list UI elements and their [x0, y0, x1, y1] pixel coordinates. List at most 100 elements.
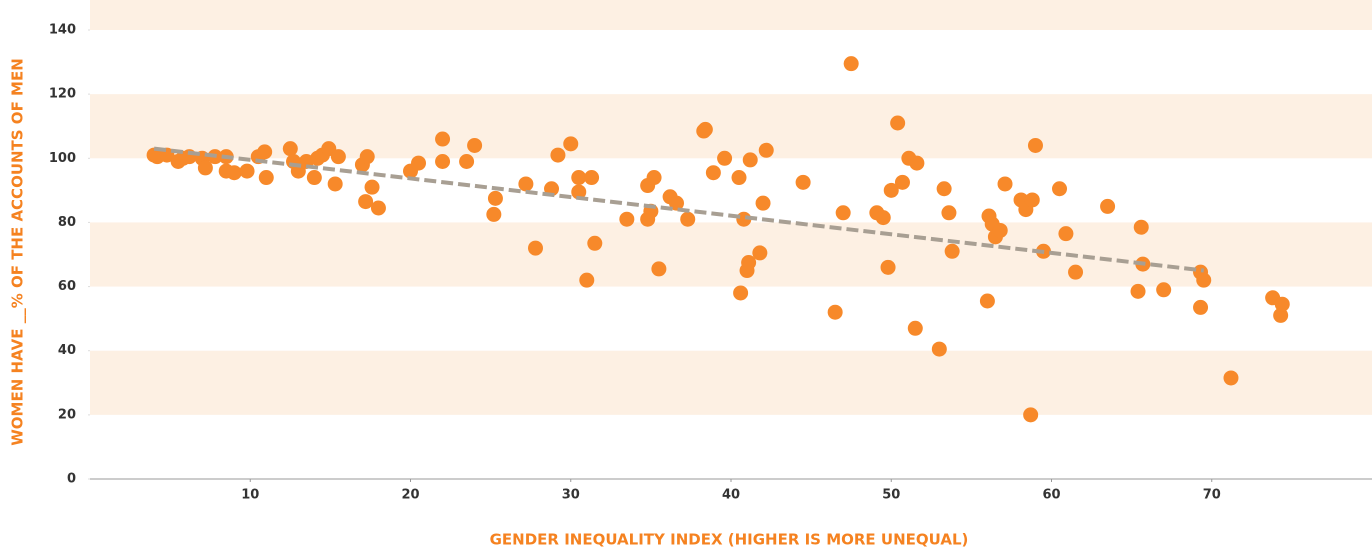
- point: [733, 285, 749, 301]
- point: [327, 176, 343, 192]
- x-tick-label: 60: [1042, 488, 1060, 503]
- point: [717, 150, 733, 166]
- point: [755, 195, 771, 211]
- point: [459, 153, 475, 169]
- point: [883, 182, 899, 198]
- point: [835, 205, 851, 221]
- point: [486, 206, 502, 222]
- y-tick-label: 140: [49, 23, 76, 38]
- point: [579, 272, 595, 288]
- point: [651, 261, 667, 277]
- point: [197, 160, 213, 176]
- point: [944, 243, 960, 259]
- x-tick-label: 30: [562, 488, 580, 503]
- point: [941, 205, 957, 221]
- x-tick-label: 70: [1203, 488, 1221, 503]
- point: [909, 155, 925, 171]
- point: [1100, 198, 1116, 214]
- point: [1068, 264, 1084, 280]
- y-axis-title: WOMEN HAVE __% OF THE ACCOUNTS OF MEN: [9, 58, 27, 446]
- point: [571, 170, 587, 186]
- point: [435, 153, 451, 169]
- point: [239, 163, 255, 179]
- point: [1052, 181, 1068, 197]
- point: [467, 137, 483, 153]
- point: [795, 174, 811, 190]
- point: [1130, 283, 1146, 299]
- point: [226, 165, 242, 181]
- point: [1274, 296, 1290, 312]
- point: [742, 152, 758, 168]
- point: [646, 170, 662, 186]
- point: [705, 165, 721, 181]
- point: [875, 210, 891, 226]
- point: [931, 341, 947, 357]
- x-tick-label: 10: [241, 488, 259, 503]
- y-tick-label: 80: [58, 215, 76, 230]
- point: [518, 176, 534, 192]
- point: [752, 245, 768, 261]
- y-tick-label: 100: [49, 151, 76, 166]
- point: [1024, 192, 1040, 208]
- point: [258, 170, 274, 186]
- point: [843, 56, 859, 72]
- point: [890, 115, 906, 131]
- y-tick-label: 0: [67, 472, 76, 487]
- plot-background: [90, 0, 1372, 479]
- point: [563, 136, 579, 152]
- point: [731, 170, 747, 186]
- point: [936, 181, 952, 197]
- point: [306, 170, 322, 186]
- point: [758, 142, 774, 158]
- point: [1156, 282, 1172, 298]
- point: [487, 190, 503, 206]
- point: [1193, 299, 1209, 315]
- band: [90, 286, 1372, 351]
- point: [894, 174, 910, 190]
- point: [907, 320, 923, 336]
- point: [435, 131, 451, 147]
- point: [587, 235, 603, 251]
- point: [1196, 272, 1212, 288]
- band: [90, 414, 1372, 479]
- y-tick-label: 60: [58, 279, 76, 294]
- point: [584, 170, 600, 186]
- point: [741, 255, 757, 271]
- point: [827, 304, 843, 320]
- x-axis-title: GENDER INEQUALITY INDEX (HIGHER IS MORE …: [490, 531, 969, 549]
- point: [992, 222, 1008, 238]
- point: [1027, 137, 1043, 153]
- point: [364, 179, 380, 195]
- point: [527, 240, 543, 256]
- x-tick-label: 40: [722, 488, 740, 503]
- point: [1023, 407, 1039, 423]
- point: [880, 259, 896, 275]
- point: [997, 176, 1013, 192]
- point: [979, 293, 995, 309]
- x-tick-label: 50: [882, 488, 900, 503]
- point: [1133, 219, 1149, 235]
- point: [282, 141, 298, 157]
- point: [550, 147, 566, 163]
- y-tick-label: 120: [49, 87, 76, 102]
- point: [571, 184, 587, 200]
- band: [90, 158, 1372, 223]
- point: [330, 149, 346, 165]
- point: [358, 194, 374, 210]
- point: [257, 144, 273, 160]
- point: [411, 155, 427, 171]
- point: [697, 121, 713, 137]
- point: [370, 200, 386, 216]
- y-tick-label: 20: [58, 407, 76, 422]
- point: [1223, 370, 1239, 386]
- point: [619, 211, 635, 227]
- y-tick-label: 40: [58, 343, 76, 358]
- trend-line: [153, 146, 1204, 273]
- point: [680, 211, 696, 227]
- point: [359, 149, 375, 165]
- band: [90, 30, 1372, 95]
- point: [1273, 307, 1289, 323]
- point: [1058, 226, 1074, 242]
